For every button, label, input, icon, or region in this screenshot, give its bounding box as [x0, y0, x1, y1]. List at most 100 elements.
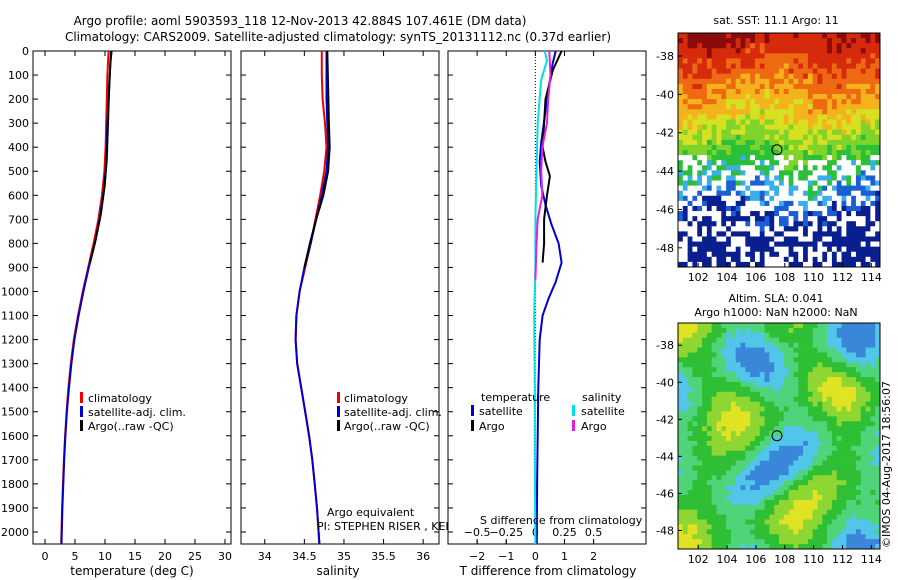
map-cell: [855, 170, 862, 176]
map-cell: [726, 381, 732, 388]
map-cell: [779, 236, 785, 242]
map-cell: [803, 490, 809, 496]
map-cell: [692, 401, 698, 407]
map-cell: [726, 185, 732, 192]
map-cell: [865, 180, 871, 187]
map-cell: [721, 460, 727, 466]
map-cell: [851, 327, 857, 334]
map-cell: [875, 104, 881, 110]
map-cell: [870, 504, 876, 511]
map-cell: [779, 251, 785, 258]
legend-swatch-s-argo: [572, 420, 575, 431]
map-cell: [822, 480, 828, 486]
map-cell: [875, 524, 881, 530]
map-cell: [836, 460, 842, 466]
map-cell: [817, 216, 823, 222]
map-cell: [759, 185, 765, 192]
map-cell: [875, 436, 881, 442]
map-cell: [745, 155, 751, 161]
map-cell: [774, 231, 780, 237]
map-cell: [831, 58, 838, 64]
map-cell: [860, 241, 866, 248]
map-cell: [716, 94, 722, 100]
map-cell: [759, 231, 765, 237]
map-cell: [764, 99, 770, 105]
map-cell: [687, 524, 693, 530]
map-cell: [817, 534, 823, 540]
map-cell: [730, 129, 737, 136]
map-cell: [740, 544, 746, 550]
map-cell: [721, 421, 727, 427]
map-cell: [692, 499, 698, 506]
map-cell: [774, 256, 780, 263]
sla-field: [678, 323, 881, 550]
map-cell: [788, 426, 794, 432]
map-cell: [831, 251, 838, 258]
map-cell: [726, 241, 732, 248]
map-cell: [735, 514, 741, 520]
map-cell: [740, 362, 746, 368]
map-cell: [822, 411, 828, 417]
map-cell: [764, 450, 770, 457]
map-cell: [726, 480, 732, 486]
map-cell: [697, 180, 703, 187]
map-cell: [754, 261, 761, 268]
map-cell: [783, 357, 790, 363]
map-cell: [706, 465, 713, 471]
map-cell: [836, 251, 842, 258]
map-cell: [841, 114, 847, 120]
map-cell: [870, 465, 876, 471]
map-cell: [827, 524, 833, 530]
map-cell: [697, 509, 703, 516]
map-cell: [678, 480, 684, 486]
map-cell: [740, 226, 746, 232]
map-cell: [716, 236, 722, 242]
map-cell: [697, 129, 703, 136]
map-cell: [745, 256, 751, 263]
map-cell: [692, 367, 698, 373]
map-cell: [822, 139, 828, 146]
map-cell: [702, 175, 708, 181]
map-cell: [750, 460, 756, 466]
map-cell: [697, 357, 703, 363]
map-cell: [711, 246, 717, 253]
map-cell: [774, 241, 780, 248]
map-cell: [745, 342, 751, 348]
map-cell: [803, 519, 809, 525]
map-cell: [851, 480, 857, 486]
map-cell: [759, 73, 765, 80]
map-cell: [788, 377, 794, 383]
map-cell: [870, 170, 876, 176]
map-cell: [702, 367, 708, 373]
map-cell: [875, 150, 881, 156]
map-cell: [807, 78, 814, 85]
map-cell: [870, 43, 876, 49]
map-cell: [831, 241, 838, 248]
map-cell: [870, 450, 876, 457]
map-cell: [754, 124, 761, 131]
lon-tick-label: 114: [861, 271, 882, 284]
map-cell: [759, 445, 765, 452]
map-cell: [740, 150, 746, 156]
map-cell: [730, 367, 737, 373]
map-cell: [754, 470, 761, 476]
map-cell: [841, 221, 847, 227]
map-cell: [855, 205, 862, 212]
map-cell: [827, 211, 833, 217]
map-cell: [716, 372, 722, 378]
map-cell: [702, 396, 708, 403]
map-cell: [807, 490, 814, 496]
map-cell: [855, 421, 862, 427]
map-cell: [745, 88, 751, 95]
map-cell: [779, 455, 785, 461]
map-cell: [774, 251, 780, 258]
map-cell: [769, 205, 775, 212]
map-cell: [855, 190, 862, 197]
map-cell: [702, 185, 708, 192]
map-cell: [783, 150, 790, 156]
map-cell: [716, 396, 722, 403]
map-cell: [827, 144, 833, 151]
map-cell: [769, 524, 775, 530]
map-cell: [706, 43, 713, 49]
map-cell: [726, 406, 732, 412]
